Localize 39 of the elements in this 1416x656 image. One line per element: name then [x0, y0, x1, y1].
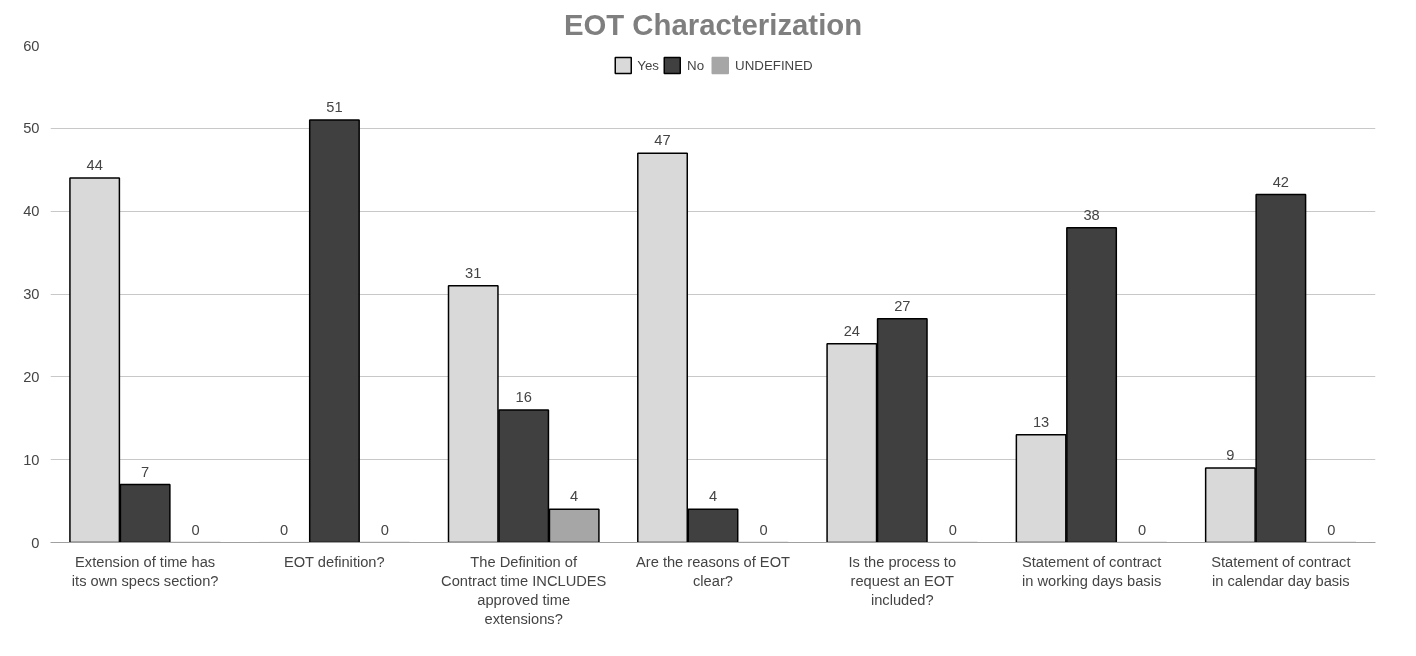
data-label: 4	[570, 488, 579, 505]
data-label: 0	[191, 521, 200, 538]
data-label: 7	[141, 463, 150, 480]
data-label: 0	[948, 521, 957, 538]
data-label: 9	[1226, 446, 1235, 463]
data-label: 0	[1327, 521, 1336, 538]
data-label: 38	[1083, 206, 1100, 223]
y-tick-label: 40	[23, 203, 40, 220]
data-label: 0	[380, 521, 389, 538]
legend-label: UNDEFINED	[735, 57, 813, 73]
legend-label: No	[687, 57, 706, 73]
y-tick-label: 10	[23, 451, 40, 468]
data-label: 31	[465, 264, 482, 281]
legend-label: Yes	[637, 57, 659, 73]
y-tick-label: 50	[23, 120, 40, 137]
y-tick-label: 0	[31, 534, 40, 551]
x-tick-label: The Definition of Contract time INCLUDES approved time extensions?	[441, 553, 607, 628]
data-label: 47	[654, 132, 671, 149]
x-tick-label: Is the process to request an EOT included?	[848, 553, 957, 608]
y-tick-label: 20	[23, 368, 40, 385]
y-tick-label: 60	[23, 37, 40, 54]
x-tick-label: Statement of contract in working days basis	[1021, 553, 1162, 589]
x-tick-label: Statement of contract in calendar day basis	[1211, 553, 1351, 589]
x-tick-label: Extension of time has its own specs section?	[71, 553, 219, 589]
data-label: 4	[708, 488, 718, 505]
y-tick-label: 30	[23, 286, 40, 302]
data-label: 13	[1032, 413, 1050, 430]
data-label: 42	[1272, 173, 1290, 190]
data-label: 0	[759, 521, 768, 538]
data-label: 44	[86, 157, 103, 174]
data-label: 0	[1137, 521, 1147, 538]
chart-title: EOT Characterization	[563, 7, 863, 41]
data-label: 16	[515, 388, 532, 405]
data-label: 51	[326, 99, 343, 116]
data-label: 24	[843, 322, 860, 339]
data-label: 0	[279, 521, 289, 538]
x-tick-label: EOT definition?	[283, 553, 385, 570]
data-label: 27	[894, 297, 911, 314]
x-tick-label: Are the reasons of EOT clear?	[636, 553, 791, 589]
